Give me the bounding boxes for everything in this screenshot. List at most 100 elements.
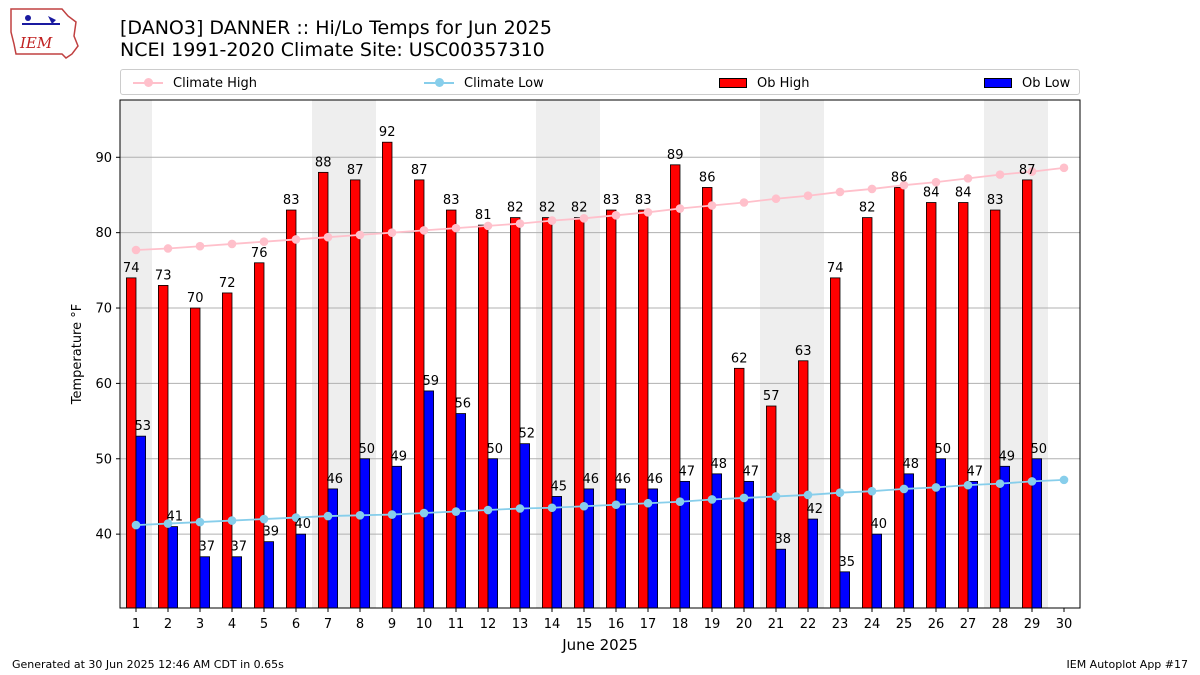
ob-high-value-label: 88	[315, 155, 332, 170]
ob-high-bar	[798, 360, 809, 609]
x-tick-label: 15	[576, 617, 593, 632]
legend-item-ob-low: Ob Low	[984, 74, 1070, 92]
x-tick-label: 30	[1056, 617, 1073, 632]
x-tick-label: 27	[960, 617, 977, 632]
x-tick-label: 26	[928, 617, 945, 632]
x-axis-label: June 2025	[561, 636, 638, 654]
climate-low-point	[323, 511, 333, 521]
ob-high-value-label: 86	[891, 170, 908, 185]
climate-high-point	[195, 241, 205, 251]
ob-high-value-label: 87	[1019, 163, 1036, 178]
climate-low-point	[195, 517, 205, 527]
ob-low-bar	[839, 571, 851, 609]
climate-low-point	[931, 483, 941, 492]
x-tick-label: 25	[896, 617, 913, 632]
ob-high-value-label: 84	[955, 186, 972, 201]
x-tick-label: 16	[608, 617, 625, 632]
ob-low-value-label: 40	[871, 517, 888, 532]
climate-low-point	[707, 495, 717, 504]
ob-high-value-label: 83	[987, 193, 1004, 208]
climate-low-line	[135, 478, 1065, 526]
climate-high-point	[451, 223, 461, 233]
ob-high-bar	[574, 217, 585, 609]
ob-low-swatch	[984, 78, 1012, 88]
legend-item-ob-high: Ob High	[719, 74, 810, 92]
ob-high-bar	[157, 285, 169, 609]
y-tick-label: 80	[95, 226, 112, 241]
x-tick-label: 28	[992, 617, 1009, 632]
ob-low-value-label: 46	[583, 472, 600, 487]
climate-high-point	[963, 174, 973, 183]
x-tick-label: 14	[544, 617, 561, 632]
x-tick-label: 5	[260, 617, 268, 632]
climate-high-point	[931, 177, 941, 187]
ob-low-bar	[391, 465, 403, 609]
ob-low-value-label: 38	[775, 532, 792, 547]
ob-low-bar	[487, 458, 499, 609]
ob-high-value-label: 81	[475, 208, 492, 223]
ob-high-bar	[509, 217, 521, 609]
ob-low-value-label: 35	[839, 555, 856, 570]
climate-high-point	[323, 232, 333, 242]
ob-low-value-label: 49	[391, 449, 408, 464]
ob-high-bar	[894, 187, 905, 609]
ob-low-value-label: 48	[903, 457, 920, 472]
x-tick-label: 8	[356, 617, 364, 632]
climate-low-point	[259, 514, 269, 524]
climate-low-point	[1027, 477, 1037, 486]
climate-low-point	[835, 488, 845, 497]
climate-high-point	[387, 228, 397, 237]
ob-high-bar	[638, 209, 649, 609]
ob-low-value-label: 56	[455, 397, 472, 412]
ob-low-value-label: 50	[359, 442, 376, 457]
ob-high-value-label: 74	[827, 261, 844, 276]
climate-high-point	[835, 187, 845, 197]
climate-high-point	[899, 180, 909, 190]
ob-low-value-label: 53	[135, 419, 152, 434]
climate-high-point	[1027, 167, 1037, 176]
x-tick-label: 21	[768, 617, 785, 632]
ob-high-bar	[862, 217, 873, 609]
y-tick-label: 90	[95, 151, 112, 166]
x-tick-label: 2	[164, 617, 172, 632]
ob-low-bar	[231, 556, 243, 609]
ob-low-bar	[199, 556, 211, 609]
legend-item-climate-low: Climate Low	[424, 74, 544, 92]
ob-high-bar	[702, 187, 713, 609]
ob-high-value-label: 84	[923, 186, 940, 201]
climate-high-point	[515, 219, 525, 228]
ob-low-value-label: 37	[199, 540, 216, 555]
ob-high-bar	[766, 405, 777, 609]
climate-low-point	[579, 501, 589, 511]
title-line-2: NCEI 1991-2020 Climate Site: USC00357310	[120, 39, 545, 61]
climate-low-point	[483, 505, 493, 515]
x-tick-label: 9	[388, 617, 396, 632]
x-tick-label: 3	[196, 617, 204, 632]
ob-low-bar	[327, 488, 339, 609]
legend-label: Ob High	[757, 75, 810, 91]
title-line-1: [DANO3] DANNER :: Hi/Lo Temps for Jun 20…	[120, 17, 552, 39]
climate-low-point	[163, 519, 173, 528]
ob-high-value-label: 63	[795, 344, 812, 359]
ob-low-bar	[903, 473, 915, 609]
x-tick-label: 29	[1024, 617, 1041, 632]
climate-high-point	[739, 198, 749, 207]
ob-high-bar	[253, 262, 265, 609]
ob-low-value-label: 59	[423, 374, 440, 389]
y-tick-label: 40	[95, 528, 112, 543]
ob-low-value-label: 47	[743, 464, 760, 479]
ob-high-value-label: 82	[571, 201, 588, 216]
climate-low-point	[675, 497, 685, 507]
x-tick-label: 4	[228, 617, 236, 632]
ob-low-bar	[935, 458, 947, 609]
climate-low-point	[803, 490, 813, 500]
ob-low-value-label: 42	[807, 502, 824, 517]
ob-high-bar	[477, 224, 489, 609]
x-tick-label: 23	[832, 617, 849, 632]
climate-low-point	[355, 510, 365, 520]
climate-low-point	[771, 492, 781, 501]
ob-low-value-label: 46	[327, 472, 344, 487]
y-tick-label: 60	[95, 377, 112, 392]
ob-high-value-label: 87	[347, 163, 364, 178]
